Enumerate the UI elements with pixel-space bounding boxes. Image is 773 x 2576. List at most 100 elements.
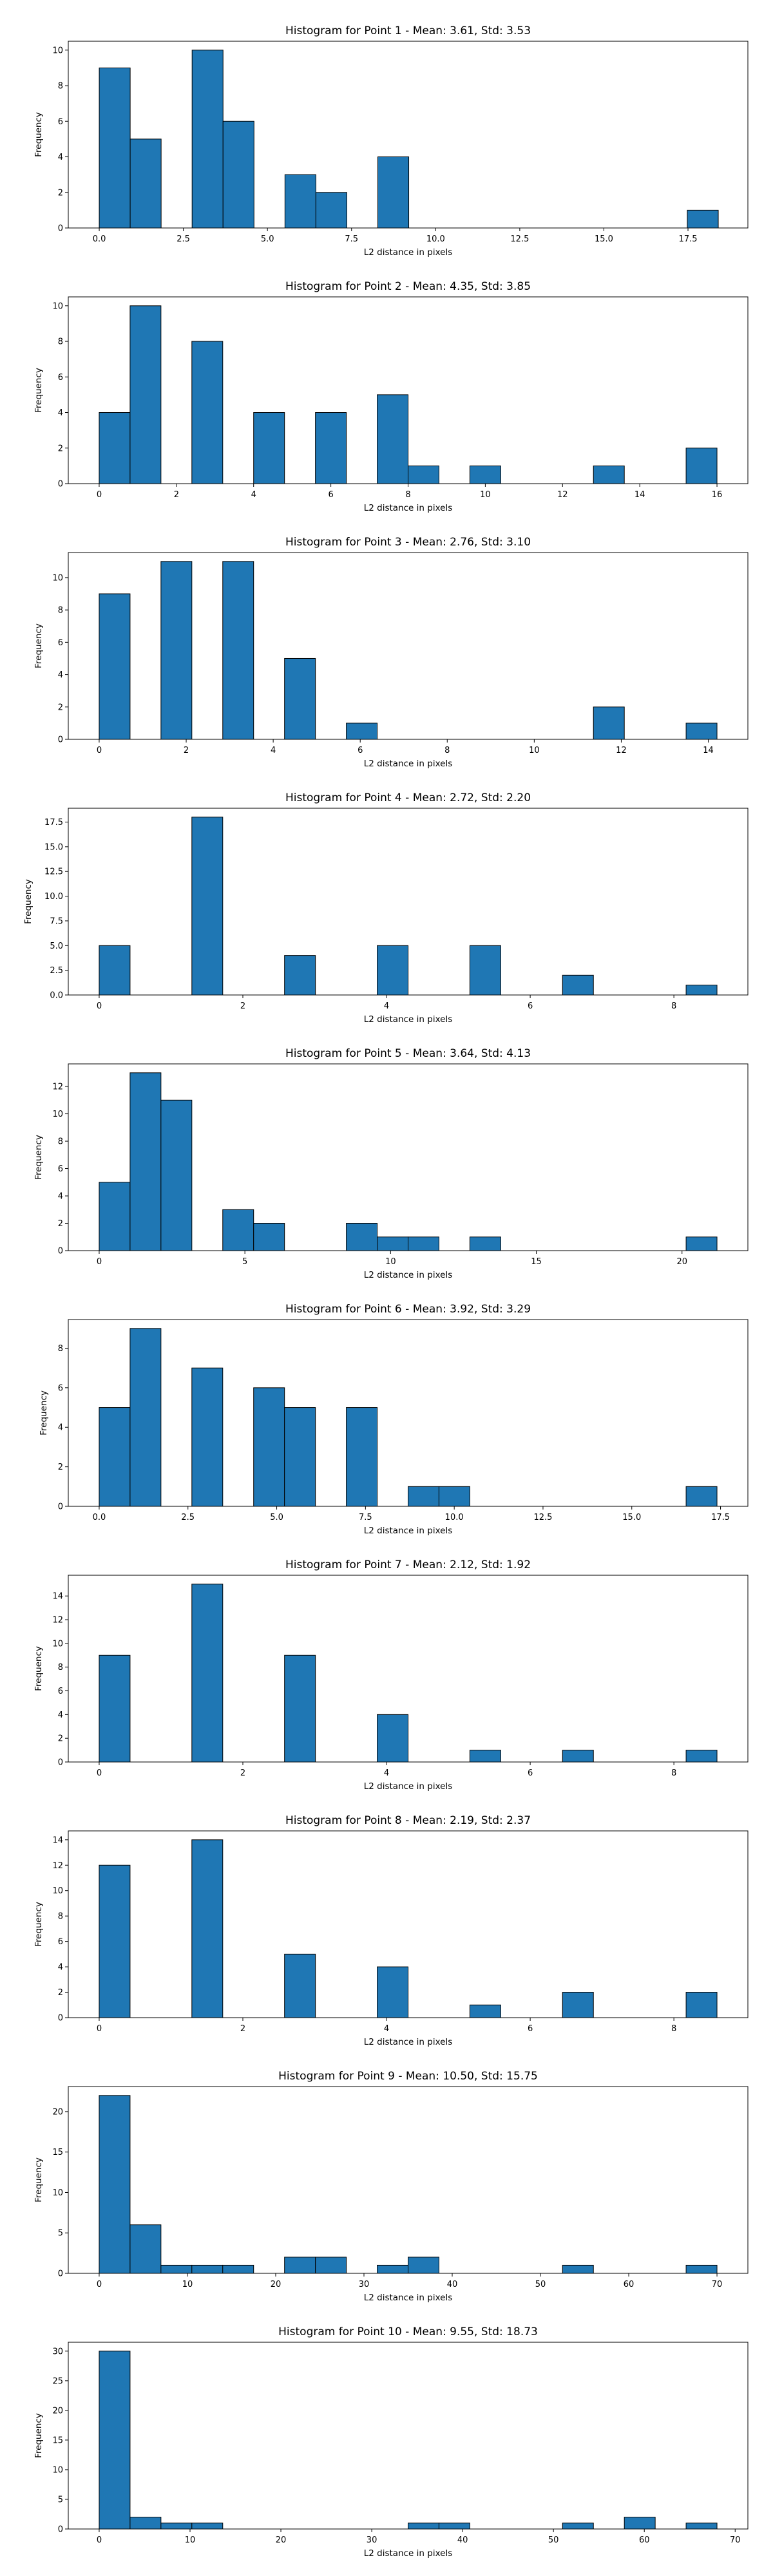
histogram-bar (99, 945, 131, 996)
x-tick-label: 60 (639, 2535, 650, 2545)
histogram-bar (346, 1223, 378, 1251)
histogram-bar (438, 1486, 470, 1507)
histogram-bar (685, 2264, 718, 2274)
histogram-bar (315, 192, 347, 229)
histogram-bar (99, 412, 131, 484)
histogram-bar (222, 561, 254, 740)
x-tick-label: 14 (703, 746, 714, 755)
y-tick-label: 2 (58, 1219, 63, 1229)
y-tick-label: 10 (52, 2188, 63, 2198)
x-tick-label: 2.5 (181, 1513, 195, 1522)
x-tick-label: 40 (447, 2280, 458, 2289)
y-tick-label: 12 (52, 1083, 63, 1092)
y-tick-label: 6 (58, 373, 63, 383)
x-tick-label: 70 (712, 2280, 723, 2289)
x-tick-label: 6 (528, 1768, 533, 1778)
histogram-bar (469, 945, 501, 996)
histogram-bar (191, 2523, 224, 2530)
histogram-panel: Histogram for Point 6 - Mean: 3.92, Std:… (39, 1303, 749, 1536)
y-axis-label: Frequency (33, 368, 44, 413)
axes-frame (68, 808, 749, 996)
y-tick-label: 6 (58, 1937, 63, 1947)
x-tick-label: 2.5 (177, 234, 190, 244)
y-tick-label: 5 (58, 2495, 63, 2505)
chart-title: Histogram for Point 9 - Mean: 10.50, Std… (278, 2070, 538, 2083)
histogram-bar (593, 706, 625, 740)
chart-title: Histogram for Point 5 - Mean: 3.64, Std:… (285, 1047, 531, 1060)
axes-frame (68, 1319, 749, 1507)
x-axis-label: L2 distance in pixels (364, 2548, 452, 2559)
axes-frame (68, 1063, 749, 1251)
histogram-bar (99, 2351, 131, 2530)
x-tick-label: 6 (358, 746, 363, 755)
x-tick-label: 10 (480, 490, 491, 500)
histogram-bar (685, 2523, 718, 2530)
histogram-bar (685, 723, 718, 740)
y-tick-label: 10 (52, 1886, 63, 1896)
y-tick-label: 2 (58, 1988, 63, 1998)
axes-frame (68, 1830, 749, 2018)
histogram-bar (191, 1367, 224, 1507)
histogram-bar (284, 1953, 316, 2018)
x-axis-label: L2 distance in pixels (364, 1014, 452, 1025)
y-tick-label: 8 (58, 606, 63, 616)
y-tick-label: 0 (58, 480, 63, 489)
x-tick-label: 2 (240, 1001, 245, 1011)
x-axis-label: L2 distance in pixels (364, 2293, 452, 2303)
x-axis-label: L2 distance in pixels (364, 503, 452, 513)
x-tick-label: 15 (531, 1257, 542, 1267)
histogram-bar (99, 67, 131, 229)
x-tick-label: 0 (97, 2535, 102, 2545)
histogram-bar (315, 412, 347, 484)
x-tick-label: 0 (97, 2280, 102, 2289)
histogram-bar (99, 1864, 131, 2018)
y-axis-label: Frequency (33, 1902, 44, 1947)
histogram-bar (129, 1072, 162, 1251)
x-tick-label: 5.0 (270, 1513, 283, 1522)
x-tick-label: 12.5 (533, 1513, 552, 1522)
histogram-bar (99, 1654, 131, 1763)
histogram-bar (469, 1236, 501, 1251)
chart-title: Histogram for Point 8 - Mean: 2.19, Std:… (285, 1814, 531, 1827)
x-axis-label: L2 distance in pixels (364, 759, 452, 769)
y-axis-label: Frequency (33, 2157, 44, 2202)
axes-frame (68, 2086, 749, 2274)
y-tick-label: 6 (58, 117, 63, 127)
axes-frame (68, 41, 749, 229)
histogram-bar (377, 1236, 409, 1251)
histogram-bar (160, 561, 193, 740)
x-tick-label: 2 (240, 2024, 245, 2034)
histogram-bar (685, 985, 718, 996)
histogram-bar (562, 974, 594, 996)
histogram-bar (346, 1407, 378, 1507)
histogram-bar (99, 1407, 131, 1507)
x-axis-label: L2 distance in pixels (364, 247, 452, 258)
y-axis-label: Frequency (33, 1135, 44, 1180)
histogram-bar (377, 1966, 409, 2018)
y-tick-label: 15 (52, 2436, 63, 2445)
histogram-bar (685, 1750, 718, 1763)
chart-title: Histogram for Point 4 - Mean: 2.72, Std:… (285, 791, 531, 804)
x-tick-label: 0 (97, 746, 102, 755)
x-tick-label: 4 (271, 746, 276, 755)
chart-title: Histogram for Point 2 - Mean: 4.35, Std:… (285, 280, 531, 293)
y-axis-label: Frequency (33, 1646, 44, 1691)
x-tick-label: 12.5 (510, 234, 529, 244)
y-tick-label: 2 (58, 1463, 63, 1472)
histogram-bar (377, 394, 409, 484)
y-axis-label: Frequency (33, 623, 44, 668)
x-tick-label: 30 (359, 2280, 370, 2289)
y-tick-label: 4 (58, 1423, 63, 1433)
y-tick-label: 8 (58, 337, 63, 347)
x-tick-label: 60 (624, 2280, 635, 2289)
y-tick-label: 25 (52, 2376, 63, 2386)
y-tick-label: 5 (58, 2229, 63, 2239)
x-tick-label: 8 (671, 1768, 676, 1778)
x-tick-label: 10.0 (445, 1513, 464, 1522)
y-tick-label: 0 (58, 2525, 63, 2535)
histogram-bar (99, 1182, 131, 1251)
histogram-bar (129, 2224, 162, 2274)
histogram-bar (129, 305, 162, 484)
x-tick-label: 14 (635, 490, 645, 500)
